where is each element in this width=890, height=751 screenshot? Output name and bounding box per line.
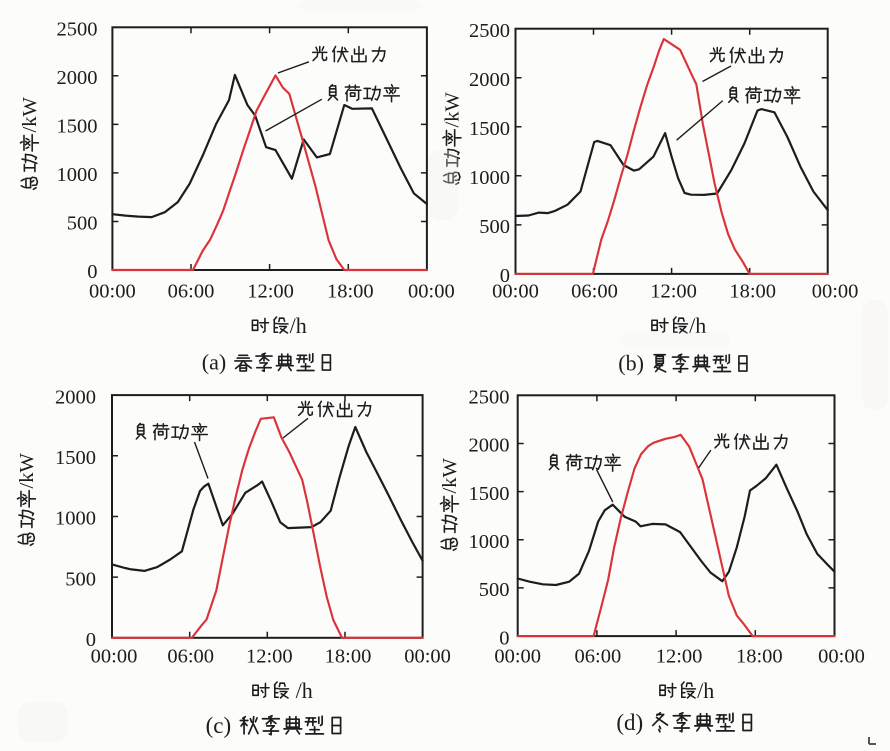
svg-text:00:00: 00:00 [404,646,451,668]
svg-text:18:00: 18:00 [729,281,776,303]
svg-text:2500: 2500 [469,387,510,409]
svg-text:12:00: 12:00 [650,281,697,303]
svg-text:/kW: /kW [19,97,41,133]
svg-text:00:00: 00:00 [91,646,138,668]
svg-text:500: 500 [479,216,510,238]
svg-text:12:00: 12:00 [246,646,293,668]
svg-text:0: 0 [86,629,96,651]
svg-text:06:00: 06:00 [168,281,215,303]
svg-text:1000: 1000 [469,167,510,189]
svg-text:2000: 2000 [57,67,98,89]
svg-text:06:00: 06:00 [575,646,622,668]
svg-text:0: 0 [500,265,510,287]
svg-text:0: 0 [87,261,97,283]
svg-text:(d): (d) [616,710,643,735]
svg-text:18:00: 18:00 [325,646,372,668]
svg-text:/kW: /kW [16,453,38,489]
svg-text:/h: /h [296,678,313,703]
svg-text:06:00: 06:00 [571,281,618,303]
svg-text:00:00: 00:00 [812,281,859,303]
svg-text:1500: 1500 [469,118,510,140]
svg-text:2000: 2000 [469,435,510,457]
svg-text:00:00: 00:00 [89,281,136,303]
svg-text:(c): (c) [206,713,232,738]
svg-text:1000: 1000 [469,531,510,553]
svg-text:0: 0 [499,627,509,649]
svg-text:/h: /h [697,678,714,703]
svg-text:500: 500 [67,213,98,235]
svg-text:/kW: /kW [442,92,464,128]
svg-text:500: 500 [479,579,510,601]
svg-text:2500: 2500 [57,19,98,41]
svg-text:2500: 2500 [469,20,510,42]
svg-text:1000: 1000 [55,508,96,530]
svg-text:00:00: 00:00 [494,646,541,668]
svg-text:/h: /h [290,313,307,338]
svg-text:500: 500 [65,568,96,590]
svg-text:/h: /h [689,313,706,338]
svg-text:00:00: 00:00 [408,281,455,303]
svg-text:2000: 2000 [469,69,510,91]
svg-text:1000: 1000 [57,164,98,186]
svg-text:1500: 1500 [469,483,510,505]
svg-text:12:00: 12:00 [247,281,294,303]
svg-text:1500: 1500 [55,447,96,469]
svg-text:12:00: 12:00 [656,646,703,668]
svg-text:2000: 2000 [55,386,96,408]
svg-text:06:00: 06:00 [167,646,214,668]
svg-text:00:00: 00:00 [818,646,865,668]
svg-text:18:00: 18:00 [327,281,374,303]
svg-text:00:00: 00:00 [492,281,539,303]
svg-text:/kW: /kW [439,458,461,494]
svg-text:18:00: 18:00 [736,646,783,668]
svg-text:1500: 1500 [57,116,98,138]
svg-text:(a): (a) [202,350,226,375]
svg-text:(b): (b) [618,351,644,376]
